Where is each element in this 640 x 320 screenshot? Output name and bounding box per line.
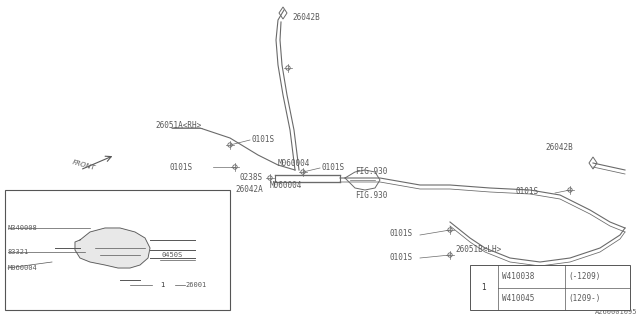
Circle shape (475, 278, 493, 297)
Text: 26042B: 26042B (545, 143, 573, 153)
Text: 26042A: 26042A (235, 186, 263, 195)
Bar (5, 190, 230, 310)
Text: W410038: W410038 (502, 272, 534, 281)
Text: M060004: M060004 (278, 158, 310, 167)
Text: 1: 1 (160, 282, 164, 288)
Text: (1209-): (1209-) (568, 294, 600, 303)
Text: 0101S: 0101S (252, 134, 275, 143)
Text: 0238S: 0238S (240, 173, 263, 182)
Text: 26051A<RH>: 26051A<RH> (155, 121, 201, 130)
Text: 83321: 83321 (8, 249, 29, 255)
Text: 0101S: 0101S (170, 163, 193, 172)
Text: (-1209): (-1209) (568, 272, 600, 281)
Text: 0101S: 0101S (390, 228, 413, 237)
Text: 26051B<LH>: 26051B<LH> (455, 245, 501, 254)
Text: A260001095: A260001095 (595, 309, 637, 315)
Text: FRONT: FRONT (72, 159, 97, 171)
Text: W410045: W410045 (502, 294, 534, 303)
Text: M060004: M060004 (8, 265, 38, 271)
Text: FIG.930: FIG.930 (355, 167, 387, 177)
Text: 0101S: 0101S (515, 188, 538, 196)
Text: 0450S: 0450S (162, 252, 183, 258)
Text: 0101S: 0101S (322, 164, 345, 172)
Text: N340008: N340008 (8, 225, 38, 231)
Bar (470, 265, 630, 310)
Text: 26042B: 26042B (292, 12, 320, 21)
Text: 26001: 26001 (185, 282, 206, 288)
Text: 1: 1 (482, 283, 486, 292)
Text: FIG.930: FIG.930 (355, 190, 387, 199)
Text: 0101S: 0101S (390, 252, 413, 261)
Circle shape (154, 277, 170, 293)
Text: M060004: M060004 (270, 180, 302, 189)
Polygon shape (75, 228, 150, 268)
